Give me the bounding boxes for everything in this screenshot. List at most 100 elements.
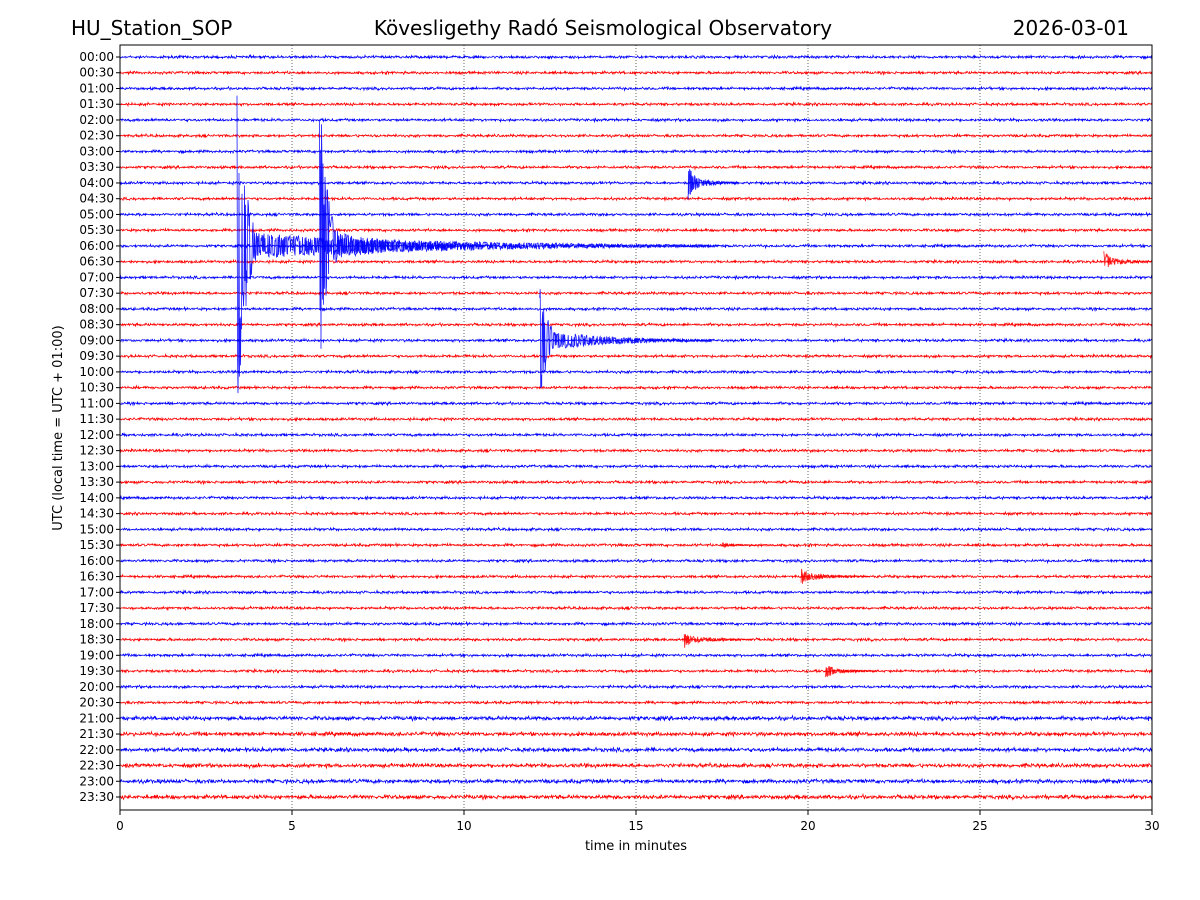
trace-0200	[119, 116, 1153, 124]
trace-0630	[119, 258, 1153, 265]
y-tick-label: 20:00	[79, 680, 114, 694]
station-title: HU_Station_SOP	[71, 16, 232, 40]
y-tick-label: 20:30	[79, 696, 114, 710]
x-axis-label: time in minutes	[585, 839, 687, 854]
y-tick-label: 05:00	[79, 207, 114, 221]
event-0400-2	[687, 169, 740, 200]
x-tick-label: 0	[116, 819, 124, 833]
grid-lines	[291, 45, 981, 810]
trace-0500	[119, 211, 1153, 218]
y-tick-label: 06:30	[79, 255, 114, 269]
x-axis: 0 5 10 15 20 25 30	[116, 810, 1160, 833]
y-tick-label: 02:00	[79, 113, 114, 127]
trace-0000	[119, 53, 1153, 61]
trace-1800	[119, 620, 1153, 627]
y-tick-label: 21:30	[79, 727, 114, 741]
trace-2300	[119, 777, 1153, 786]
date-title: 2026-03-01	[1013, 16, 1129, 40]
y-tick-label: 15:30	[79, 538, 114, 552]
y-tick-label: 00:30	[79, 66, 114, 80]
trace-1400	[119, 494, 1153, 501]
trace-1500	[119, 526, 1153, 533]
y-tick-label: 23:30	[79, 790, 114, 804]
y-tick-label: 08:00	[79, 302, 114, 316]
y-axis-label: UTC (local time = UTC + 01:00)	[51, 325, 66, 530]
chart-title: Kövesligethy Radó Seismological Observat…	[374, 16, 832, 40]
y-tick-label: 18:00	[79, 617, 114, 631]
y-tick-label: 23:00	[79, 774, 114, 788]
trace-0700	[119, 274, 1153, 281]
y-tick-label: 14:00	[79, 491, 114, 505]
trace-2000	[119, 683, 1153, 690]
trace-1830	[119, 636, 1153, 643]
trace-0130	[119, 101, 1153, 108]
event-0600-0	[236, 95, 719, 394]
y-tick-label: 13:30	[79, 475, 114, 489]
y-tick-label: 12:00	[79, 428, 114, 442]
trace-2130	[119, 730, 1153, 738]
trace-1730	[119, 604, 1153, 612]
y-tick-label: 14:30	[79, 507, 114, 521]
y-tick-label: 12:30	[79, 444, 114, 458]
x-tick-label: 25	[972, 819, 987, 833]
trace-1300	[119, 463, 1153, 470]
event-0600-1	[319, 119, 492, 349]
y-tick-label: 11:00	[79, 396, 114, 410]
trace-1900	[119, 652, 1153, 659]
trace-1000	[119, 369, 1153, 375]
y-tick-label: 17:00	[79, 585, 114, 599]
trace-0430	[119, 195, 1153, 202]
trace-0300	[119, 148, 1153, 155]
y-tick-label: 06:00	[79, 239, 114, 253]
y-tick-label: 03:00	[79, 144, 114, 158]
x-tick-label: 10	[456, 819, 471, 833]
y-tick-label: 11:30	[79, 412, 114, 426]
trace-2230	[119, 761, 1153, 770]
trace-0800	[119, 305, 1153, 313]
y-tick-label: 19:00	[79, 648, 114, 662]
x-tick-label: 5	[288, 819, 296, 833]
y-tick-label: 18:30	[79, 633, 114, 647]
y-tick-label: 16:30	[79, 570, 114, 584]
trace-0530	[119, 227, 1153, 234]
y-tick-label: 03:30	[79, 160, 114, 174]
y-tick-label: 16:00	[79, 554, 114, 568]
trace-1230	[119, 447, 1153, 454]
trace-1600	[119, 557, 1153, 565]
trace-0230	[119, 132, 1153, 139]
y-tick-label: 22:30	[79, 759, 114, 773]
event-1830-7	[683, 633, 753, 648]
y-tick-label: 01:00	[79, 81, 114, 95]
y-tick-label: 00:00	[79, 50, 114, 64]
trace-2100	[119, 714, 1153, 723]
y-tick-label: 01:30	[79, 97, 114, 111]
trace-1130	[119, 415, 1153, 423]
x-tick-label: 20	[800, 819, 815, 833]
y-tick-label: 04:00	[79, 176, 114, 190]
event-0630-3	[1103, 251, 1152, 268]
trace-1100	[119, 400, 1153, 407]
y-tick-label: 07:00	[79, 270, 114, 284]
seismic-events	[236, 95, 1152, 678]
y-tick-label: 07:30	[79, 286, 114, 300]
trace-0100	[119, 85, 1153, 92]
trace-2030	[119, 699, 1153, 706]
trace-1200	[119, 431, 1153, 439]
y-tick-label: 15:00	[79, 522, 114, 536]
y-tick-label: 17:30	[79, 601, 114, 615]
event-1930-8	[824, 665, 877, 678]
y-tick-label: 19:30	[79, 664, 114, 678]
y-tick-label: 21:00	[79, 711, 114, 725]
y-tick-label: 10:30	[79, 381, 114, 395]
y-tick-label: 09:00	[79, 333, 114, 347]
trace-1330	[119, 479, 1153, 486]
y-tick-label: 22:00	[79, 743, 114, 757]
y-tick-label: 04:30	[79, 192, 114, 206]
trace-0030	[119, 69, 1153, 76]
y-tick-label: 13:00	[79, 459, 114, 473]
y-tick-label: 09:30	[79, 349, 114, 363]
trace-2200	[119, 746, 1153, 754]
y-tick-label: 02:30	[79, 129, 114, 143]
event-0900-4	[539, 289, 713, 388]
